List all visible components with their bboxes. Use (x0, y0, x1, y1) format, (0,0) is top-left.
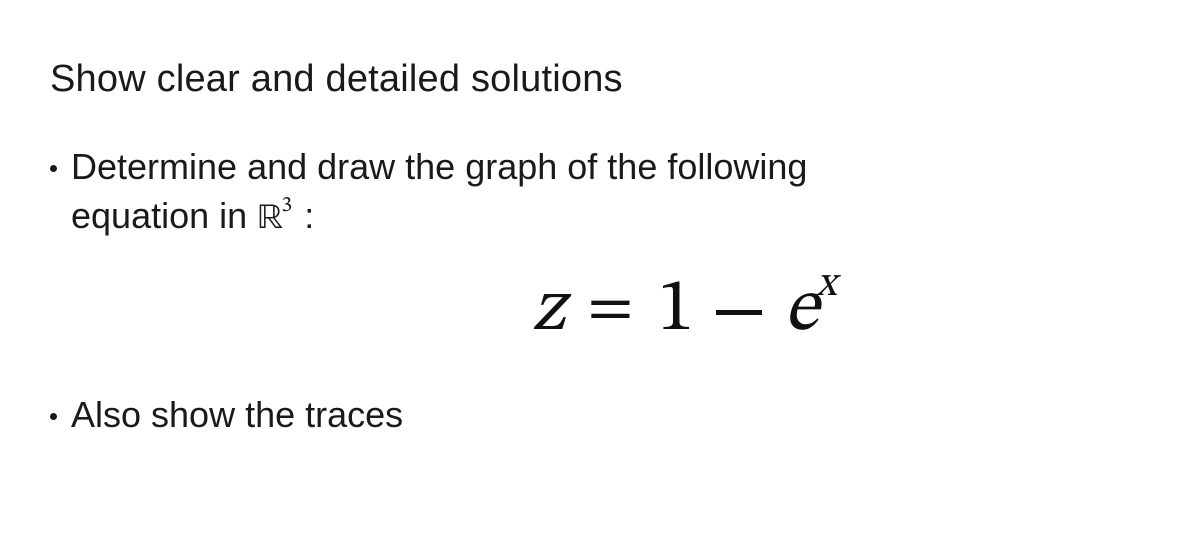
bullet-2-text: Also show the traces (71, 391, 1150, 440)
bullet-item-1: Determine and draw the graph of the foll… (50, 143, 1150, 243)
equation-e: e (784, 273, 818, 347)
real-3-symbol: ℝ3 (257, 195, 294, 244)
bullet-1-line-2-suffix: : (294, 195, 314, 236)
equation-minus (716, 310, 762, 315)
bullet-dot-icon (50, 413, 57, 420)
bullet-item-2: Also show the traces (50, 391, 1150, 440)
page-root: Show clear and detailed solutions Determ… (0, 0, 1200, 510)
equation-one: 1 (657, 273, 694, 347)
equation-equals: = (587, 278, 635, 342)
equation-block: z = 1 ex (50, 273, 1150, 347)
equation-e-term: ex (784, 273, 838, 347)
real-symbol: ℝ (257, 201, 283, 237)
bullet-dot-icon (50, 165, 57, 172)
equation: z = 1 ex (361, 273, 838, 347)
bullet-1-line-2: equation in ℝ3 : (71, 192, 1150, 244)
instruction-heading: Show clear and detailed solutions (50, 58, 1150, 101)
real-exponent-3: 3 (281, 195, 292, 217)
equation-exponent-x: x (816, 263, 836, 305)
equation-z: z (531, 273, 565, 347)
bullet-1-line-2-prefix: equation in (71, 195, 257, 236)
bullet-1-line-1: Determine and draw the graph of the foll… (71, 143, 1150, 192)
